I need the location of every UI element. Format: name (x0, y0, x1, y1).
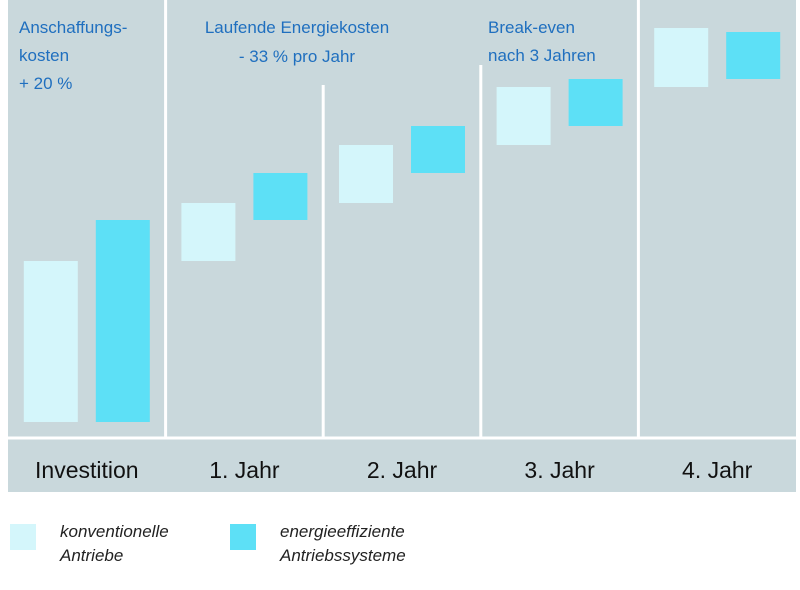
annotation-3-line-1: Break-even (488, 18, 575, 37)
legend-label-1: konventionelle Antriebe (60, 520, 230, 568)
bar-series1-1-jahr (181, 203, 236, 261)
annotation-2-line-2: - 33 % pro Jahr (239, 47, 356, 66)
legend-item-1: konventionelle Antriebe (10, 520, 230, 580)
bar-series1-4-jahr (654, 28, 709, 87)
annotation-1-line-1: Anschaffungs- (19, 18, 127, 37)
legend-label-2-line1: energieeffiziente (280, 522, 405, 541)
legend-label-1-line1: konventionelle (60, 522, 169, 541)
category-label-3: 2. Jahr (367, 457, 438, 483)
bar-series2-1-jahr (253, 173, 308, 220)
category-label-1: Investition (35, 457, 139, 483)
legend-label-2-line2: Antriebssysteme (280, 546, 406, 565)
legend-label-1-line2: Antriebe (60, 546, 124, 565)
chart: Investition 1. Jahr 2. Jahr 3. Jahr 4. Jahr … (8, 0, 796, 492)
bar-series1-investition (23, 261, 78, 422)
bar-series1-2-jahr (339, 145, 393, 203)
legend-swatch-2 (230, 524, 256, 550)
legend-label-2: energieeffiziente Antriebssysteme (280, 520, 450, 568)
bar-series2-3-jahr (568, 79, 623, 126)
annotation-1-line-3: + 20 % (19, 74, 72, 93)
category-label-5: 4. Jahr (682, 457, 753, 483)
legend-swatch-1 (10, 524, 36, 550)
annotation-1-line-2: kosten (19, 46, 69, 65)
bar-series2-investition (95, 220, 150, 422)
annotation-2-line-1: Laufende Energiekosten (205, 18, 389, 37)
bar-series2-2-jahr (411, 126, 465, 173)
bar-series2-4-jahr (726, 32, 781, 79)
category-label-4: 3. Jahr (524, 457, 595, 483)
bar-series1-3-jahr (496, 87, 551, 145)
legend-item-2: energieeffiziente Antriebssysteme (230, 520, 450, 580)
annotation-3-line-2: nach 3 Jahren (488, 46, 596, 65)
category-label-2: 1. Jahr (209, 457, 280, 483)
